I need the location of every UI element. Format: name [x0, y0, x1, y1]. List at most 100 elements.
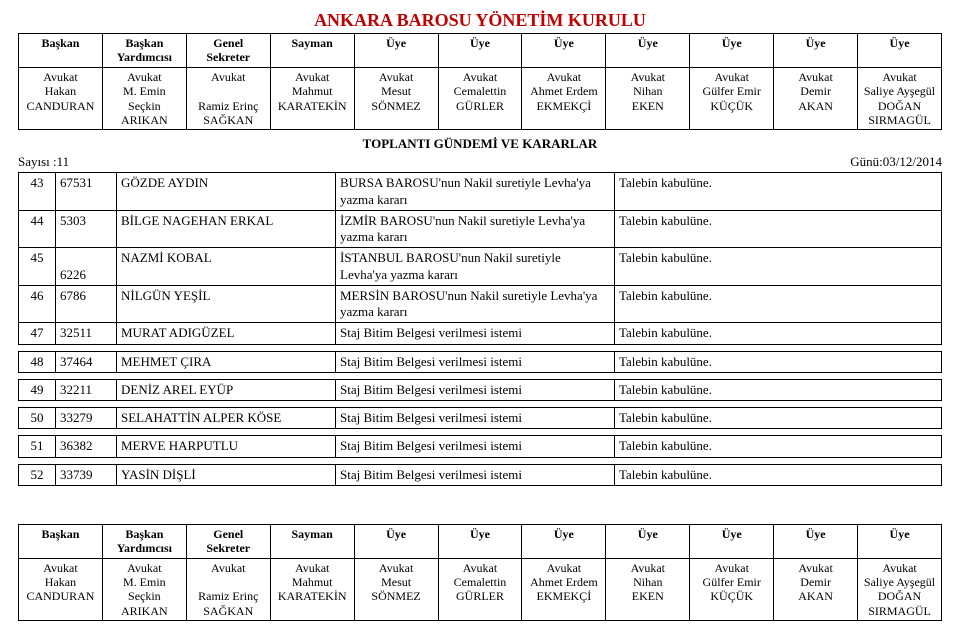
table-row: 5233739YASİN DİŞLİStaj Bitim Belgesi ver…: [19, 464, 942, 485]
row-name: NİLGÜN YEŞİL: [117, 285, 336, 323]
row-decision: Talebin kabulüne.: [615, 323, 942, 344]
board-role: Üye: [438, 524, 522, 558]
board-header-table: BaşkanBaşkanYardımcısıGenelSekreterSayma…: [18, 33, 942, 130]
row-id: 6786: [56, 285, 117, 323]
board-role: GenelSekreter: [186, 524, 270, 558]
row-topic: Staj Bitim Belgesi verilmesi istemi: [336, 464, 615, 485]
board-role: Üye: [774, 34, 858, 68]
board-member: AvukatSaliye AyşegülDOĞANSIRMAGÜL: [858, 558, 942, 621]
board-member: AvukatHakanCANDURAN: [19, 558, 103, 621]
row-topic: BURSA BAROSU'nun Nakil suretiyle Levha'y…: [336, 173, 615, 211]
row-topic: Staj Bitim Belgesi verilmesi istemi: [336, 351, 615, 372]
board-role: Sayman: [270, 34, 354, 68]
row-no: 51: [19, 436, 56, 457]
table-row: 5136382MERVE HARPUTLUStaj Bitim Belgesi …: [19, 436, 942, 457]
row-no: 50: [19, 408, 56, 429]
row-topic: İZMİR BAROSU'nun Nakil suretiyle Levha'y…: [336, 210, 615, 248]
board-role: Üye: [606, 524, 690, 558]
meta-right: Günü:03/12/2014: [850, 154, 942, 170]
row-name: NAZMİ KOBAL: [117, 248, 336, 286]
row-topic: Staj Bitim Belgesi verilmesi istemi: [336, 379, 615, 400]
board-member: AvukatMahmutKARATEKİN: [270, 558, 354, 621]
board-role: BaşkanYardımcısı: [102, 34, 186, 68]
board-role: Üye: [438, 34, 522, 68]
table-row: 4367531GÖZDE AYDINBURSA BAROSU'nun Nakil…: [19, 173, 942, 211]
board-member: AvukatCemalettinGÜRLER: [438, 67, 522, 130]
table-row: 4837464MEHMET ÇIRAStaj Bitim Belgesi ver…: [19, 351, 942, 372]
board-member: AvukatDemirAKAN: [774, 558, 858, 621]
board-member: Avukat Ramiz ErinçSAĞKAN: [186, 558, 270, 621]
board-member: AvukatM. EminSeçkinARIKAN: [102, 67, 186, 130]
row-id: 33739: [56, 464, 117, 485]
row-name: GÖZDE AYDIN: [117, 173, 336, 211]
board-role: Üye: [354, 34, 438, 68]
board-role: Üye: [690, 34, 774, 68]
row-name: MEHMET ÇIRA: [117, 351, 336, 372]
page-title: ANKARA BAROSU YÖNETİM KURULU: [18, 10, 942, 31]
board-member: AvukatMesutSÖNMEZ: [354, 558, 438, 621]
board-member: AvukatNihanEKEN: [606, 558, 690, 621]
row-decision: Talebin kabulüne.: [615, 351, 942, 372]
board-role: GenelSekreter: [186, 34, 270, 68]
row-topic: Staj Bitim Belgesi verilmesi istemi: [336, 323, 615, 344]
gap-row: [19, 457, 942, 464]
meta-row: Sayısı :11 Günü:03/12/2014: [18, 154, 942, 170]
row-no: 49: [19, 379, 56, 400]
row-decision: Talebin kabulüne.: [615, 379, 942, 400]
row-topic: Staj Bitim Belgesi verilmesi istemi: [336, 408, 615, 429]
row-topic: Staj Bitim Belgesi verilmesi istemi: [336, 436, 615, 457]
board-member: AvukatGülfer EmirKÜÇÜK: [690, 67, 774, 130]
row-name: DENİZ AREL EYÜP: [117, 379, 336, 400]
row-no: 44: [19, 210, 56, 248]
decisions-table: 4367531GÖZDE AYDINBURSA BAROSU'nun Nakil…: [18, 172, 942, 492]
board-member: AvukatMesutSÖNMEZ: [354, 67, 438, 130]
row-id: 37464: [56, 351, 117, 372]
board-member: AvukatAhmet ErdemEKMEKÇİ: [522, 67, 606, 130]
board-role: Başkan: [19, 524, 103, 558]
board-member: AvukatCemalettinGÜRLER: [438, 558, 522, 621]
row-decision: Talebin kabulüne.: [615, 436, 942, 457]
row-decision: Talebin kabulüne.: [615, 464, 942, 485]
board-footer-table: BaşkanBaşkanYardımcısıGenelSekreterSayma…: [18, 524, 942, 621]
board-member: AvukatAhmet ErdemEKMEKÇİ: [522, 558, 606, 621]
table-row: 4932211DENİZ AREL EYÜPStaj Bitim Belgesi…: [19, 379, 942, 400]
row-decision: Talebin kabulüne.: [615, 285, 942, 323]
board-role: Üye: [354, 524, 438, 558]
gap-row: [19, 401, 942, 408]
row-name: YASİN DİŞLİ: [117, 464, 336, 485]
row-no: 45: [19, 248, 56, 286]
board-member: AvukatDemirAKAN: [774, 67, 858, 130]
board-role: Üye: [774, 524, 858, 558]
board-role: Üye: [606, 34, 690, 68]
row-decision: Talebin kabulüne.: [615, 408, 942, 429]
row-id: 5303: [56, 210, 117, 248]
board-role: BaşkanYardımcısı: [102, 524, 186, 558]
row-decision: Talebin kabulüne.: [615, 248, 942, 286]
board-role: Üye: [522, 34, 606, 68]
board-member: AvukatSaliye AyşegülDOĞANSIRMAGÜL: [858, 67, 942, 130]
agenda-title: TOPLANTI GÜNDEMİ VE KARARLAR: [18, 136, 942, 152]
row-id: 32511: [56, 323, 117, 344]
board-role: Üye: [858, 524, 942, 558]
table-row: 4732511MURAT ADIGÜZELStaj Bitim Belgesi …: [19, 323, 942, 344]
row-no: 46: [19, 285, 56, 323]
row-name: BİLGE NAGEHAN ERKAL: [117, 210, 336, 248]
row-id: 67531: [56, 173, 117, 211]
row-id: 33279: [56, 408, 117, 429]
board-role: Üye: [690, 524, 774, 558]
meta-left: Sayısı :11: [18, 154, 69, 170]
board-role: Başkan: [19, 34, 103, 68]
row-name: MERVE HARPUTLU: [117, 436, 336, 457]
board-member: AvukatGülfer EmirKÜÇÜK: [690, 558, 774, 621]
table-row: 445303BİLGE NAGEHAN ERKALİZMİR BAROSU'nu…: [19, 210, 942, 248]
row-no: 47: [19, 323, 56, 344]
row-name: SELAHATTİN ALPER KÖSE: [117, 408, 336, 429]
row-id: 6226: [56, 248, 117, 286]
gap-row: [19, 344, 942, 351]
table-row: 5033279SELAHATTİN ALPER KÖSEStaj Bitim B…: [19, 408, 942, 429]
row-no: 48: [19, 351, 56, 372]
gap-row: [19, 372, 942, 379]
board-role: Sayman: [270, 524, 354, 558]
row-no: 52: [19, 464, 56, 485]
table-row: 456226NAZMİ KOBALİSTANBUL BAROSU'nun Nak…: [19, 248, 942, 286]
